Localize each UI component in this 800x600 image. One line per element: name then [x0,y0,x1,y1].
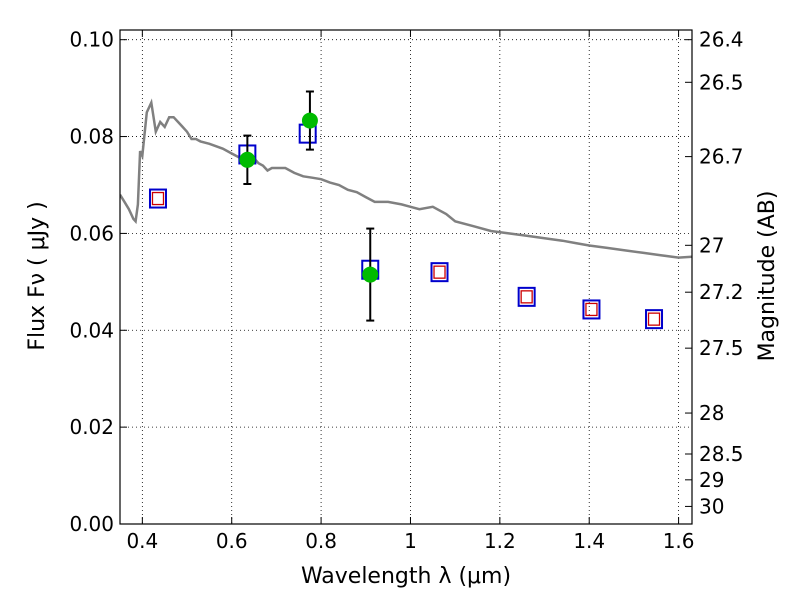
y-tick-label: 0.06 [69,221,114,245]
y-tick-label: 0.02 [69,415,114,439]
observed-point [362,266,379,283]
x-tick-label: 1.4 [573,529,605,553]
x-tick-label: 0.6 [216,529,248,553]
axes: 0.4 0.6 0.8 1 1.2 1.4 1.6 0.00 0.02 0.04 0.06 0.08 0… [69,28,743,553]
plot-area [120,90,692,330]
right-tick-label: 29 [699,468,724,492]
right-axis-label: Magnitude (AB) [755,191,780,362]
y-axis-label: Flux Fν ( μJy ) [25,201,50,350]
right-tick-label: 26.4 [699,28,744,52]
inner-square-point [151,191,165,206]
right-tick-label: 26.5 [699,70,744,94]
y-tick-label: 0.10 [69,28,114,52]
observed-point [239,151,256,168]
inner-square-point [433,265,446,279]
inner-square-point [520,290,533,304]
inner-square-point [585,302,598,317]
model-square-point [148,188,167,209]
right-tick-label: 26.7 [699,145,744,169]
x-tick-label: 1.2 [484,529,516,553]
x-tick-label: 0.8 [305,529,337,553]
right-tick-label: 30 [699,494,724,518]
x-tick-label: 1.6 [663,529,695,553]
spectrum-line [120,98,692,259]
model-square-point [645,309,664,330]
y-tick-label: 0.08 [69,125,114,149]
x-tick-label: 1 [404,529,417,553]
inner-square-point [647,312,661,326]
right-tick-label: 27.2 [699,280,744,304]
plot-frame [119,29,693,525]
grid-lines [120,30,692,524]
x-axis-label: Wavelength λ (μm) [301,564,511,589]
model-square-point [582,299,601,320]
x-tick-label: 0.4 [126,529,158,553]
right-tick-label: 27 [699,233,724,257]
right-tick-label: 27.5 [699,336,744,360]
model-square-point [430,262,449,283]
right-tick-label: 28 [699,401,724,425]
y-tick-label: 0.00 [69,512,114,536]
y-tick-label: 0.04 [69,318,114,342]
model-square-point [517,286,536,307]
observed-point [301,112,318,129]
right-tick-label: 28.5 [699,442,744,466]
